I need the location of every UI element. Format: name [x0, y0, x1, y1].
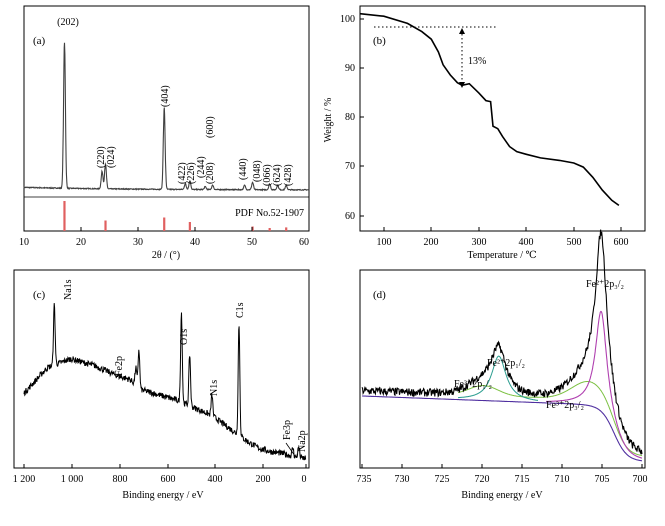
panel-d-x-axis: 735 730 725 720 715 710 705 700 Binding … — [357, 464, 648, 501]
background-line — [362, 395, 643, 462]
na2p-pointer — [300, 454, 305, 461]
peak-label-c1s: C1s — [235, 302, 246, 318]
panel-b-ytick-100: 100 — [340, 14, 355, 25]
panel-c-x-label: Binding energy / eV — [122, 490, 204, 501]
peak-label-n1s: N1s — [209, 380, 220, 396]
peak-label-208: (208) — [205, 162, 216, 184]
panel-b-xtick-100: 100 — [377, 237, 392, 248]
panel-d-frame — [359, 269, 646, 469]
panel-a-tick-50: 50 — [247, 237, 257, 248]
peak-label-066: (066) — [262, 164, 273, 186]
label-fe3-p32: Fe³⁺2p₃/₂ — [546, 400, 584, 411]
peak-label-fe2p: Fe2p — [114, 356, 125, 376]
panel-c-xtick-1000: 1 000 — [61, 474, 84, 485]
panel-b-xtick-600: 600 — [614, 237, 629, 248]
panel-a-frame — [23, 5, 310, 232]
panel-b: (b) 13% Weight / % 60 70 80 90 100 100 2… — [323, 5, 646, 261]
panel-c-xtick-800: 800 — [113, 474, 128, 485]
panel-b-y-label: Weight / % — [323, 98, 334, 143]
panel-d-xtick-700: 700 — [633, 474, 648, 485]
panel-c-xtick-0: 0 — [302, 474, 307, 485]
panel-a-x-label: 2θ / (°) — [152, 250, 180, 261]
panel-d-xtick-725: 725 — [435, 474, 450, 485]
peak-label-244: (244) — [196, 156, 207, 178]
panel-b-ytick-60: 60 — [345, 211, 355, 222]
panel-a-tick-30: 30 — [133, 237, 143, 248]
fe2-p32-fit-line — [546, 310, 643, 459]
panel-b-xtick-500: 500 — [567, 237, 582, 248]
label-fe2-p32: Fe²⁺2p₃/₂ — [586, 279, 624, 290]
panel-d-xtick-735: 735 — [357, 474, 372, 485]
panel-d-xtick-715: 715 — [515, 474, 530, 485]
peak-label-o1s: O1s — [179, 329, 190, 345]
panel-b-ytick-70: 70 — [345, 161, 355, 172]
xps-survey-line — [23, 303, 307, 461]
panel-c-xtick-600: 600 — [161, 474, 176, 485]
reference-card-label: PDF No.52-1907 — [235, 208, 304, 219]
panel-c-frame — [13, 269, 310, 469]
panel-d-xtick-710: 710 — [555, 474, 570, 485]
raw-spectrum-line — [361, 229, 643, 456]
panel-d-label: (d) — [373, 289, 386, 301]
panel-b-ytick-90: 90 — [345, 63, 355, 74]
reference-lines — [63, 201, 288, 231]
peak-label-202: (202) — [57, 17, 79, 28]
panel-a: (a) PDF No.52-1907 (202) (220) (024) (40… — [19, 5, 310, 261]
fe2-p12-fit-line — [458, 355, 538, 401]
peak-label-024: (024) — [106, 146, 117, 168]
fe3-fit-line — [458, 381, 643, 457]
peak-label-048: (048) — [252, 160, 263, 182]
panel-c: (c) Na1s Fe2p O1s N1s C1s Fe3p Na2p 1 20… — [13, 269, 310, 501]
peak-label-422: (422) — [177, 162, 188, 184]
panel-c-x-axis: 1 200 1 000 800 600 400 200 0 Binding en… — [13, 464, 307, 501]
panel-d-xtick-705: 705 — [595, 474, 610, 485]
panel-b-y-axis: 60 70 80 90 100 — [340, 14, 364, 222]
arrow-up-icon — [459, 28, 465, 34]
peak-label-404: (404) — [160, 85, 171, 107]
panel-b-x-label: Temperature / ℃ — [467, 250, 536, 261]
panel-a-tick-60: 60 — [299, 237, 309, 248]
peak-label-226: (226) — [186, 162, 197, 184]
peak-label-220: (220) — [96, 146, 107, 168]
panel-c-xtick-1200: 1 200 — [13, 474, 36, 485]
panel-d: (d) Fe³⁺2p₁/₂ Fe²⁺2p₁/₂ Fe³⁺2p₃/₂ Fe²⁺2p… — [357, 229, 648, 501]
peak-label-fe3p: Fe3p — [282, 420, 293, 440]
panel-d-x-label: Binding energy / eV — [461, 490, 543, 501]
panel-a-label: (a) — [33, 35, 46, 47]
fe3p-pointer — [285, 442, 296, 457]
peak-label-600: (600) — [205, 116, 216, 138]
panel-b-frame — [359, 5, 646, 232]
xrd-pattern-line — [23, 42, 310, 192]
peak-label-440: (440) — [238, 158, 249, 180]
peak-label-624: (624) — [272, 164, 283, 186]
panel-a-tick-20: 20 — [76, 237, 86, 248]
weight-loss-annotation: 13% — [468, 56, 486, 67]
panel-c-xtick-200: 200 — [256, 474, 271, 485]
panel-b-ytick-80: 80 — [345, 112, 355, 123]
panel-c-xtick-400: 400 — [208, 474, 223, 485]
panel-b-label: (b) — [373, 35, 386, 47]
panel-c-label: (c) — [33, 289, 46, 301]
label-fe3-p12: Fe³⁺2p₁/₂ — [454, 379, 492, 390]
panel-a-tick-10: 10 — [19, 237, 29, 248]
panel-d-xtick-720: 720 — [475, 474, 490, 485]
panel-a-tick-40: 40 — [190, 237, 200, 248]
panel-b-xtick-200: 200 — [424, 237, 439, 248]
panel-b-x-axis: 100 200 300 400 500 600 Temperature / ℃ — [377, 227, 629, 261]
panel-b-xtick-300: 300 — [472, 237, 487, 248]
label-fe2-p12: Fe²⁺2p₁/₂ — [487, 358, 525, 369]
panel-a-x-axis: 10 20 30 40 50 60 2θ / (°) — [19, 227, 310, 261]
tga-weight-line — [359, 12, 620, 207]
peak-label-428: (428) — [283, 164, 294, 186]
arrow-down-icon — [459, 82, 465, 88]
peak-label-na1s: Na1s — [63, 279, 74, 300]
panel-d-xtick-730: 730 — [395, 474, 410, 485]
peak-label-na2p: Na2p — [297, 430, 308, 452]
panel-b-xtick-400: 400 — [519, 237, 534, 248]
